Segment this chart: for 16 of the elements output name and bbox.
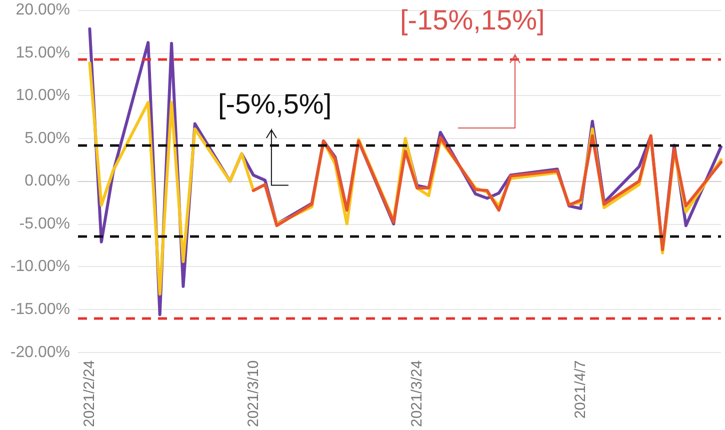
y-tick-label: 5.00% xyxy=(24,130,70,147)
y-tick-label: -10.00% xyxy=(10,258,70,276)
y-tick-label: 0.00% xyxy=(24,172,70,190)
y-tick-label: 20.00% xyxy=(16,2,70,18)
x-tick-label: 2021/4/7 xyxy=(572,360,590,419)
x-tick-label: 2021/3/24 xyxy=(408,360,426,428)
y-tick-label: -20.00% xyxy=(10,344,70,361)
annotation: [-5%,5%] xyxy=(218,88,332,120)
y-tick-label: -5.00% xyxy=(19,215,70,232)
line-series xyxy=(252,134,722,252)
x-tick-label: 2021/2/24 xyxy=(81,360,98,428)
annotation: [-15%,15%] xyxy=(400,4,545,36)
y-tick-label: -15.00% xyxy=(10,300,70,318)
y-tick-label: 15.00% xyxy=(16,44,70,62)
y-tick-label: 10.00% xyxy=(16,87,70,104)
x-tick-label: 2021/3/10 xyxy=(244,360,262,428)
